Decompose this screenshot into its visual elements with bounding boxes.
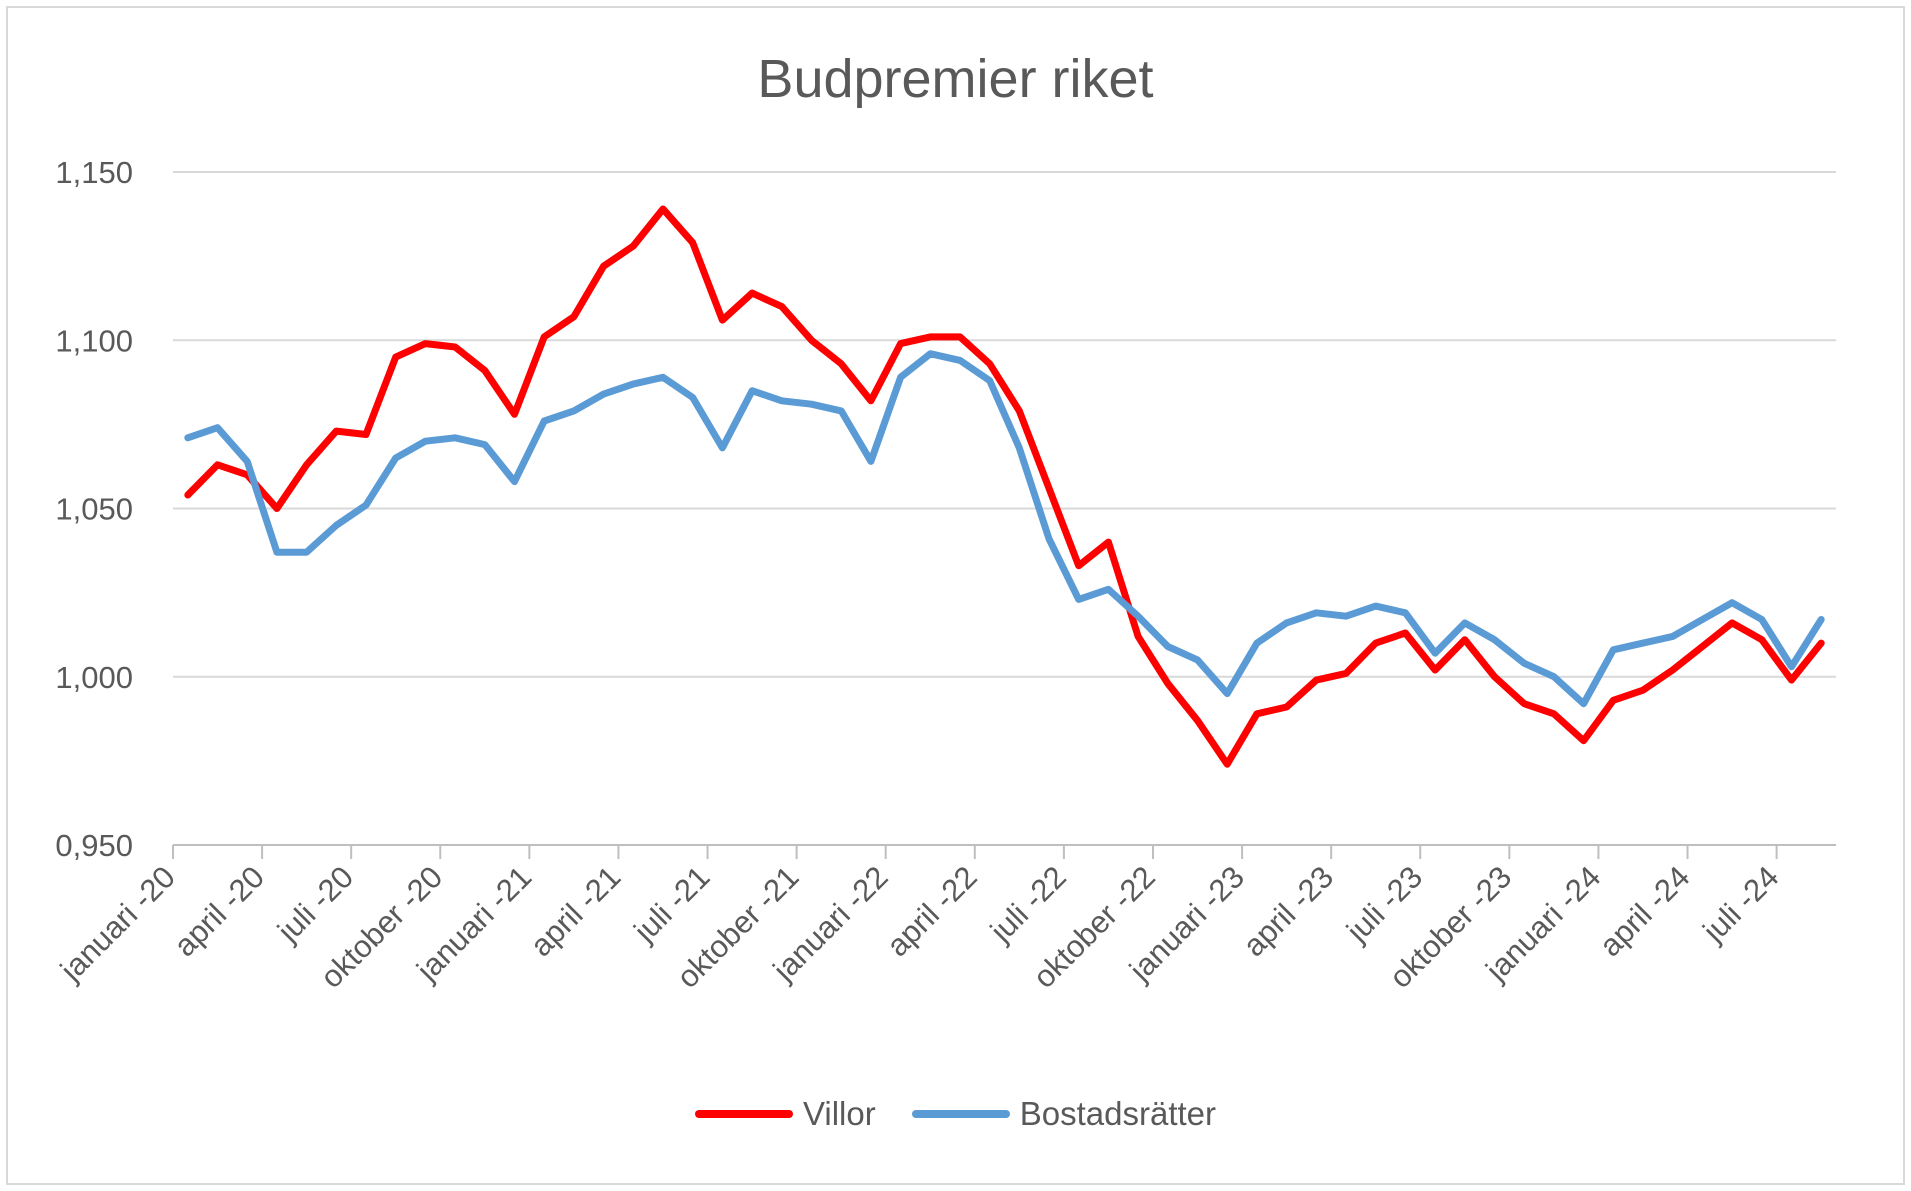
legend-label-villor: Villor bbox=[802, 1095, 876, 1132]
legend-label-bostadsratter: Bostadsrätter bbox=[1019, 1095, 1217, 1132]
legend-item-bostadsratter: Bostadsrätter bbox=[911, 1095, 1217, 1133]
y-tick-label: 1,050 bbox=[55, 492, 133, 527]
y-tick-label: 1,000 bbox=[55, 660, 133, 695]
y-tick-label: 1,100 bbox=[55, 323, 133, 358]
x-tick-label: april -20 bbox=[167, 859, 271, 963]
legend: Villor Bostadsrätter bbox=[0, 1095, 1911, 1133]
y-tick-label: 1,150 bbox=[55, 155, 133, 190]
legend-swatch-bostadsratter bbox=[911, 1110, 1010, 1118]
series-line-bostadsratter bbox=[184, 350, 1825, 708]
x-tick-label: juli -24 bbox=[1696, 859, 1786, 949]
x-tick-label: april -22 bbox=[880, 859, 984, 963]
series-line-villor bbox=[184, 205, 1825, 768]
legend-item-villor: Villor bbox=[694, 1095, 876, 1133]
chart-title: Budpremier riket bbox=[757, 49, 1154, 109]
x-tick-label: januari -20 bbox=[53, 859, 182, 988]
x-tick-label: april -21 bbox=[523, 859, 627, 963]
legend-swatch-villor bbox=[694, 1110, 793, 1118]
y-tick-label: 0,950 bbox=[55, 828, 133, 863]
chart-frame bbox=[6, 6, 1905, 1185]
x-tick-label: april -23 bbox=[1236, 859, 1340, 963]
x-tick-label: april -24 bbox=[1593, 859, 1697, 963]
